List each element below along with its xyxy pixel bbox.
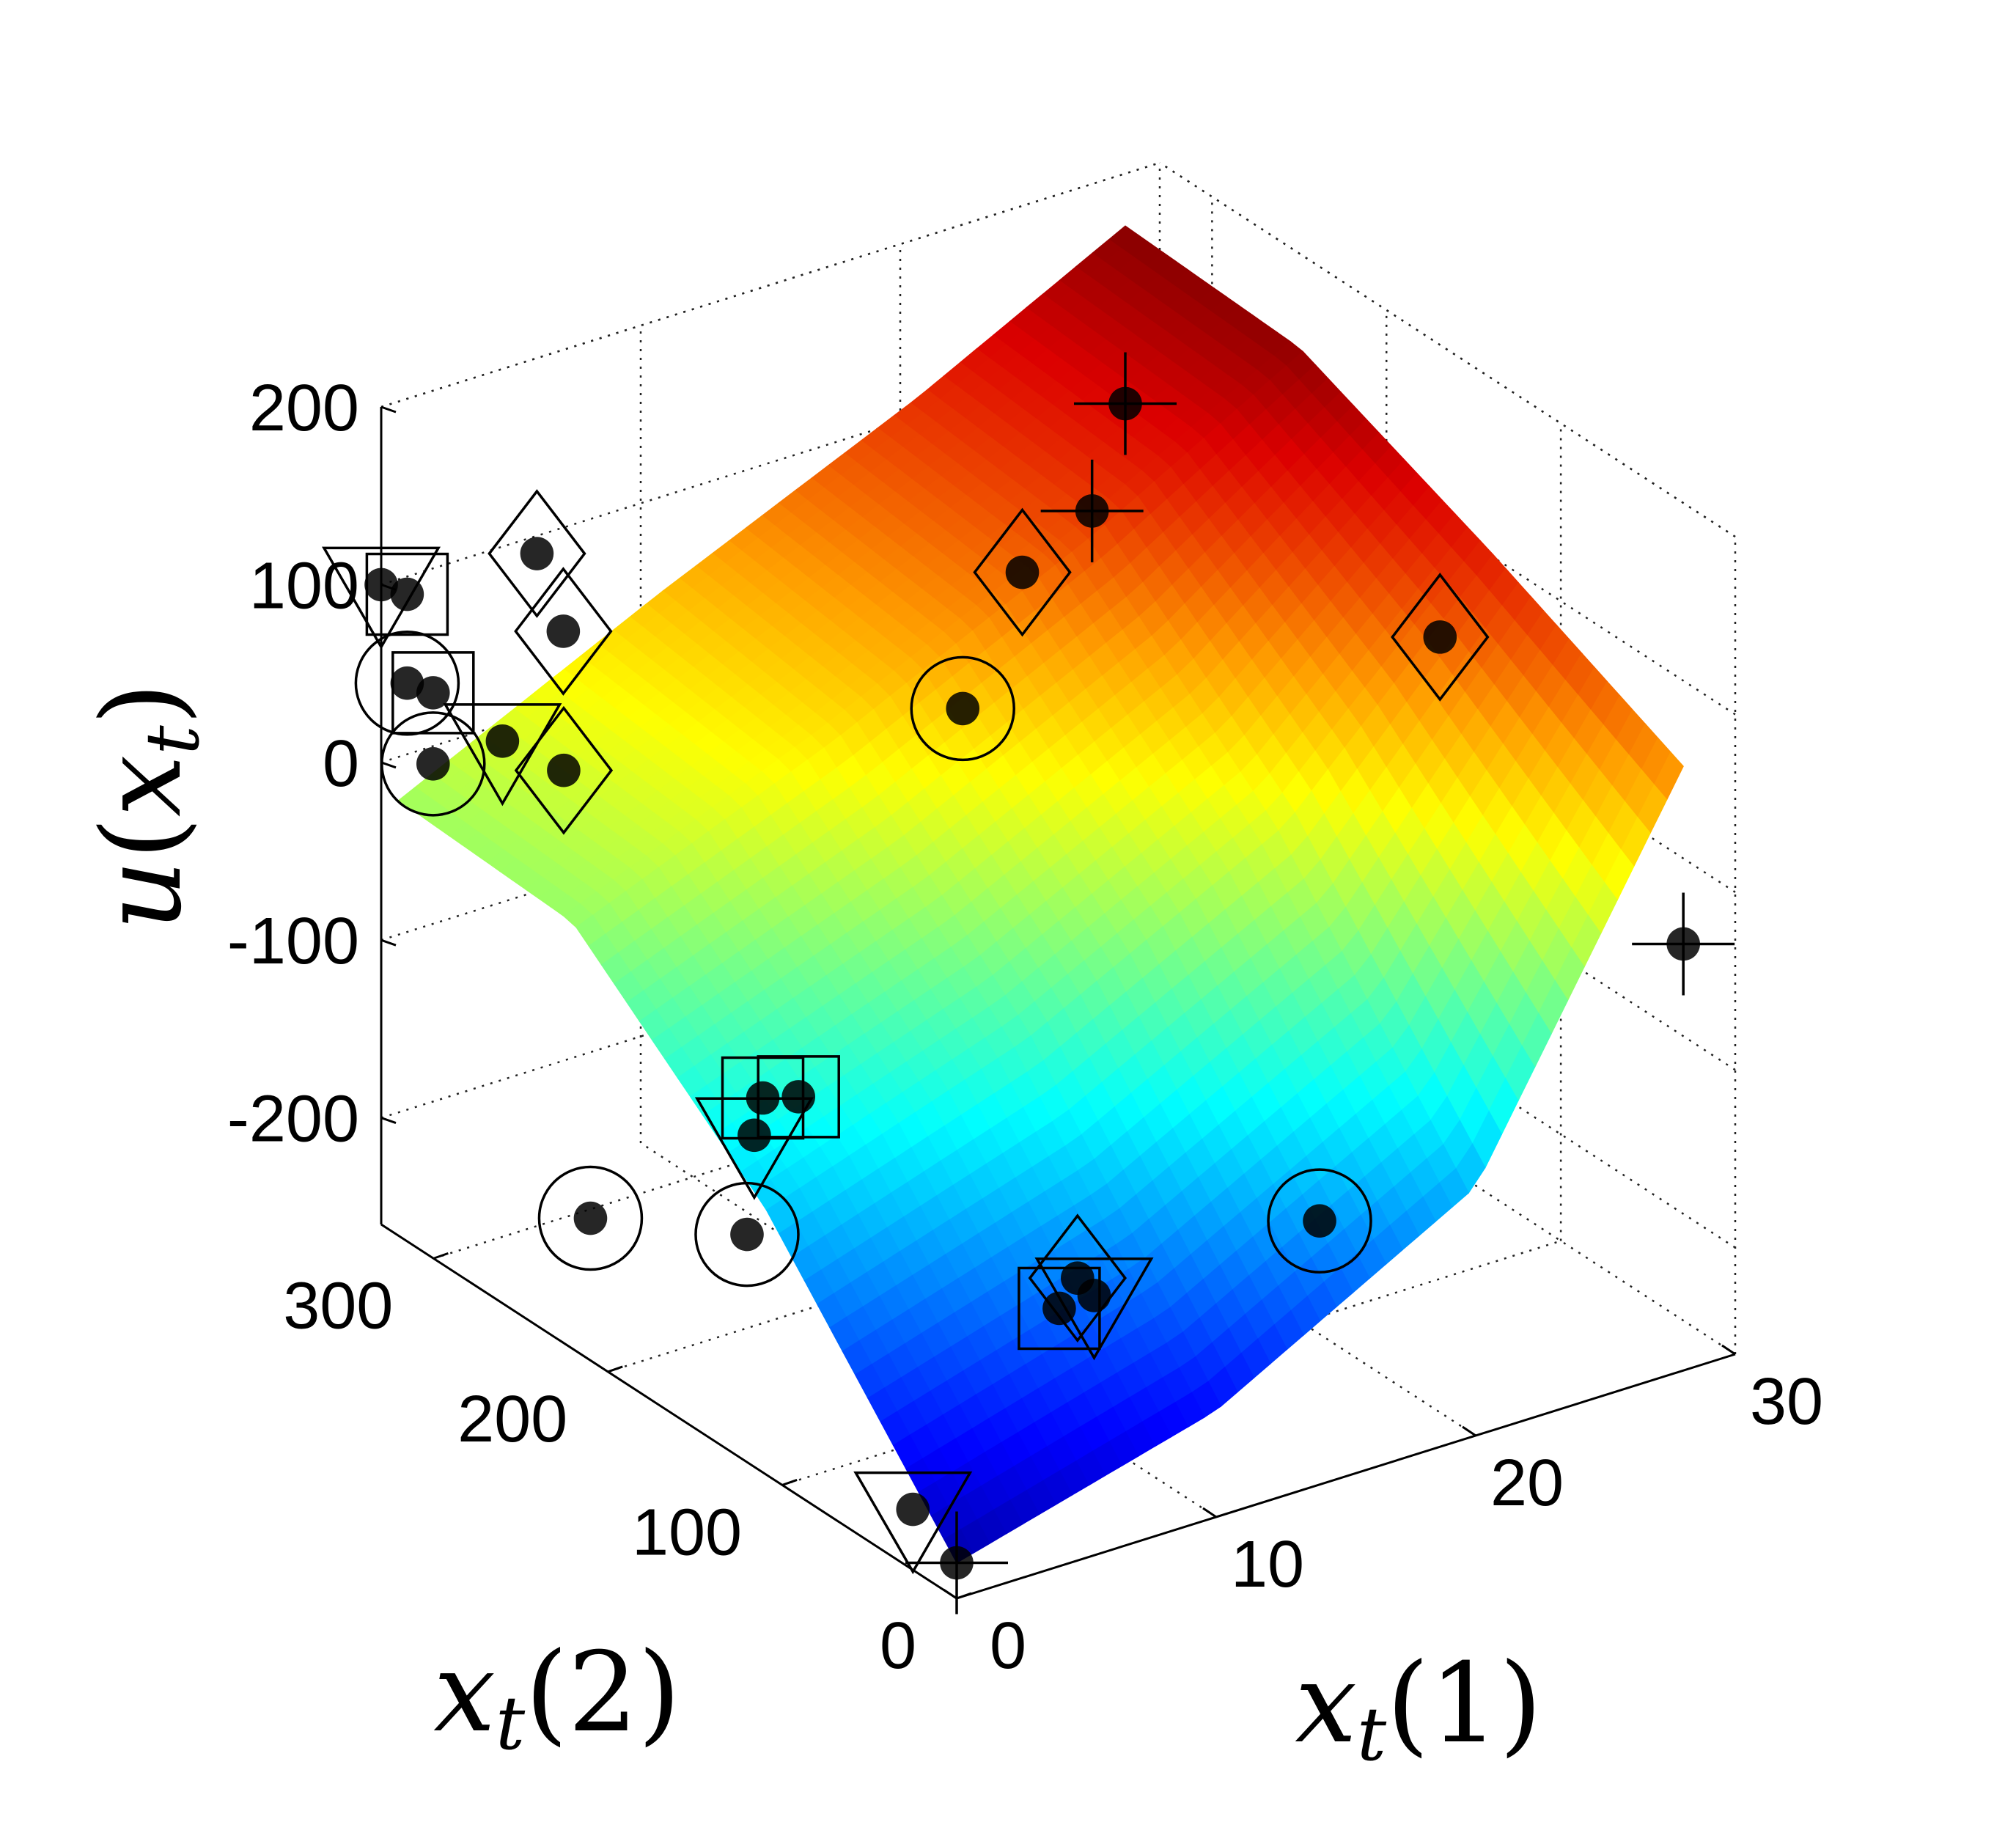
data-dot [781,1080,816,1114]
z-tick-mark [380,761,397,769]
data-point-diamond [973,507,1072,637]
circle-marker [1267,1168,1372,1274]
data-point-diamond [488,489,586,618]
z-tick-mark [380,1117,397,1124]
data-dot [1666,927,1700,961]
triangle-marker [853,1471,973,1575]
x-axis-label: xt(1) [1295,1640,1542,1777]
diamond-marker [1028,1213,1127,1343]
data-point-circle [910,655,1015,762]
data-point-plus [1632,892,1735,996]
data-dot [1303,1204,1336,1238]
data-point-diamond [1391,572,1490,702]
data-dot [520,537,554,570]
x-tick-label: 20 [1490,1447,1564,1520]
data-dot [730,1217,764,1252]
y-tick-label: 100 [632,1496,742,1569]
data-point-triangle-down [443,703,562,807]
data-dot [546,614,581,648]
y-axis-line [380,1223,957,1600]
axes [380,405,1736,1600]
data-point-plus [905,1511,1008,1615]
circle-marker [354,630,460,736]
data-point-circle [380,711,486,817]
data-dot [1075,494,1109,528]
y-tick-label: 0 [880,1609,916,1683]
data-point-triangle-down [694,1097,814,1200]
data-point-circle [1267,1168,1372,1274]
data-dot [547,753,581,787]
data-point-circle [537,1165,644,1271]
x-tick-label: 30 [1750,1365,1823,1439]
data-dot [416,747,450,781]
y-tick-mark [433,1252,449,1260]
y-tick-mark [956,1592,972,1600]
surface [397,225,1684,1564]
box-edge [1159,161,1736,538]
data-dot [946,691,980,726]
square-marker [391,651,475,735]
y-tick-label: 300 [283,1269,393,1342]
diamond-marker [514,705,614,835]
square-marker [365,552,449,636]
triangle-marker [443,703,562,807]
z-tick-label: -100 [227,905,359,978]
z-tick-label: 200 [249,372,359,445]
data-dot [573,1201,608,1235]
diamond-marker [1391,572,1490,702]
triangle-marker [694,1097,814,1200]
data-point-triangle-down [1034,1257,1154,1361]
data-dot [1423,620,1457,654]
data-dot [940,1546,974,1580]
x-axis-line [956,1353,1736,1600]
z-tick-mark [380,938,397,947]
circle-marker [380,711,486,817]
data-point-diamond [514,705,614,835]
data-point-plus [1073,352,1177,455]
data-dot [364,567,398,602]
data-dot [1005,555,1040,589]
data-dot [737,1118,771,1153]
z-tick-mark [380,405,397,414]
data-dot [416,676,450,710]
data-dot [896,1492,930,1527]
triangle-marker [321,546,441,650]
circle-marker [910,655,1015,762]
data-point-square [391,651,475,735]
x-tick-label: 0 [990,1609,1026,1683]
x-tick-label: 10 [1231,1528,1304,1601]
data-point-circle [354,630,460,736]
data-markers [321,352,1735,1615]
y-axis-label: xt(2) [433,1629,680,1766]
data-dot [1042,1291,1076,1326]
data-dot [1077,1279,1111,1312]
z-tick-label: 0 [323,727,359,801]
data-dot [1108,386,1142,421]
x-tick-mark [1202,1507,1217,1518]
x-tick-mark [943,1588,957,1600]
y-tick-mark [607,1365,623,1373]
y-tick-label: 200 [457,1383,567,1456]
data-point-triangle-down [853,1471,973,1575]
y-tick-mark [781,1479,798,1486]
triangle-marker [1034,1257,1154,1361]
data-dot [390,666,424,700]
data-point-triangle-down [321,546,441,650]
z-tick-label: -200 [227,1083,359,1156]
x-tick-mark [1721,1344,1736,1356]
diamond-marker [973,507,1072,637]
circle-marker [537,1165,644,1271]
data-point-plus [1040,459,1144,562]
diamond-marker [488,489,586,618]
z-axis-label: u(xt) [78,683,216,930]
data-dot [485,724,520,758]
x-tick-mark [1462,1425,1476,1437]
z-tick-label: 100 [249,549,359,622]
